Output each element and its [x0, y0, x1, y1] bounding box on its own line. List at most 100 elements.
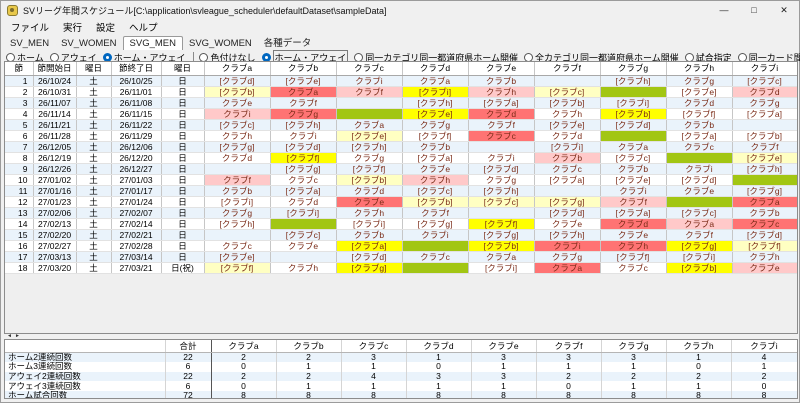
- schedule-cell-クラブa[interactable]: [クラブc]: [204, 119, 271, 131]
- schedule-cell-クラブi[interactable]: クラブe: [732, 262, 797, 274]
- schedule-cell-クラブb[interactable]: [クラブa]: [270, 185, 337, 197]
- schedule-cell-クラブb[interactable]: クラブd: [270, 196, 337, 208]
- schedule-cell-クラブg[interactable]: クラブd: [600, 218, 667, 230]
- schedule-cell-クラブb[interactable]: クラブc: [270, 174, 337, 186]
- menu-item-0[interactable]: ファイル: [11, 23, 50, 34]
- schedule-cell-クラブe[interactable]: [クラブf]: [468, 218, 535, 230]
- schedule-cell-クラブg[interactable]: クラブi: [600, 185, 667, 197]
- tab-svg_women[interactable]: SVG_WOMEN: [188, 38, 252, 49]
- schedule-cell-クラブe[interactable]: [クラブc]: [468, 196, 535, 208]
- schedule-cell-クラブa[interactable]: [クラブe]: [204, 251, 271, 263]
- schedule-cell-クラブg[interactable]: [600, 86, 667, 98]
- schedule-cell-クラブe[interactable]: [468, 141, 535, 153]
- schedule-cell-クラブf[interactable]: [クラブa]: [534, 174, 601, 186]
- menu-item-3[interactable]: ヘルプ: [129, 23, 158, 34]
- schedule-cell-クラブc[interactable]: [336, 108, 403, 120]
- schedule-cell-クラブh[interactable]: クラブi: [666, 163, 733, 175]
- schedule-cell-クラブa[interactable]: [204, 163, 271, 175]
- schedule-cell-クラブe[interactable]: クラブh: [468, 86, 535, 98]
- schedule-cell-クラブh[interactable]: [クラブe]: [666, 86, 733, 98]
- schedule-cell-クラブc[interactable]: クラブa: [336, 119, 403, 131]
- schedule-cell-クラブc[interactable]: クラブd: [336, 185, 403, 197]
- schedule-cell-クラブh[interactable]: クラブb: [666, 119, 733, 131]
- schedule-cell-クラブg[interactable]: クラブe: [600, 229, 667, 241]
- schedule-cell-クラブh[interactable]: クラブa: [666, 218, 733, 230]
- schedule-cell-クラブc[interactable]: [クラブi]: [336, 218, 403, 230]
- schedule-cell-クラブf[interactable]: クラブa: [534, 262, 601, 274]
- schedule-cell-クラブa[interactable]: [204, 229, 271, 241]
- schedule-cell-クラブg[interactable]: [600, 130, 667, 142]
- schedule-cell-クラブf[interactable]: クラブc: [534, 163, 601, 175]
- schedule-cell-クラブi[interactable]: [クラブc]: [732, 75, 797, 87]
- schedule-cell-クラブh[interactable]: [クラブb]: [666, 262, 733, 274]
- schedule-cell-クラブg[interactable]: [クラブh]: [600, 75, 667, 87]
- schedule-cell-クラブd[interactable]: [クラブh]: [402, 97, 469, 109]
- schedule-cell-クラブf[interactable]: クラブg: [534, 251, 601, 263]
- schedule-cell-クラブg[interactable]: [クラブe]: [600, 174, 667, 186]
- schedule-cell-クラブf[interactable]: [クラブb]: [534, 97, 601, 109]
- schedule-cell-クラブi[interactable]: [クラブd]: [732, 229, 797, 241]
- schedule-cell-クラブc[interactable]: クラブg: [336, 152, 403, 164]
- schedule-cell-クラブb[interactable]: [クラブe]: [270, 75, 337, 87]
- schedule-cell-クラブh[interactable]: [クラブc]: [666, 207, 733, 219]
- schedule-cell-クラブg[interactable]: [クラブc]: [600, 152, 667, 164]
- tab-svg_men[interactable]: SVG_MEN: [122, 36, 183, 50]
- menu-item-2[interactable]: 設定: [96, 23, 116, 34]
- schedule-cell-クラブb[interactable]: クラブe: [270, 240, 337, 252]
- schedule-cell-クラブe[interactable]: クラブi: [468, 152, 535, 164]
- schedule-cell-クラブd[interactable]: クラブa: [402, 75, 469, 87]
- scroll-left-icon[interactable]: ◄: [7, 333, 12, 339]
- schedule-cell-クラブi[interactable]: [732, 174, 797, 186]
- minimize-button[interactable]: —: [719, 5, 729, 15]
- schedule-cell-クラブg[interactable]: クラブb: [600, 163, 667, 175]
- schedule-cell-クラブb[interactable]: [クラブi]: [270, 207, 337, 219]
- schedule-cell-クラブi[interactable]: [クラブb]: [732, 130, 797, 142]
- schedule-cell-クラブh[interactable]: [クラブi]: [666, 251, 733, 263]
- schedule-cell-クラブg[interactable]: [クラブa]: [600, 207, 667, 219]
- schedule-cell-クラブb[interactable]: クラブf: [270, 97, 337, 109]
- schedule-cell-クラブb[interactable]: クラブa: [270, 86, 337, 98]
- schedule-cell-クラブa[interactable]: クラブd: [204, 152, 271, 164]
- schedule-cell-クラブa[interactable]: クラブc: [204, 240, 271, 252]
- schedule-cell-クラブa[interactable]: クラブg: [204, 207, 271, 219]
- schedule-cell-クラブc[interactable]: [クラブb]: [336, 174, 403, 186]
- schedule-cell-クラブf[interactable]: [クラブg]: [534, 196, 601, 208]
- schedule-cell-クラブi[interactable]: [732, 119, 797, 131]
- schedule-cell-クラブh[interactable]: クラブe: [666, 185, 733, 197]
- schedule-cell-クラブf[interactable]: [クラブd]: [534, 207, 601, 219]
- schedule-cell-クラブc[interactable]: [クラブd]: [336, 251, 403, 263]
- tab-sv_men[interactable]: SV_MEN: [10, 38, 50, 49]
- schedule-cell-クラブg[interactable]: クラブh: [600, 240, 667, 252]
- schedule-cell-クラブc[interactable]: [336, 97, 403, 109]
- schedule-cell-クラブe[interactable]: クラブc: [468, 130, 535, 142]
- schedule-cell-クラブe[interactable]: クラブa: [468, 251, 535, 263]
- schedule-cell-クラブi[interactable]: [クラブg]: [732, 185, 797, 197]
- schedule-cell-クラブc[interactable]: [クラブg]: [336, 262, 403, 274]
- schedule-cell-クラブa[interactable]: [クラブf]: [204, 262, 271, 274]
- schedule-cell-クラブc[interactable]: [クラブa]: [336, 240, 403, 252]
- view-radio-circle-2[interactable]: [102, 52, 112, 62]
- schedule-cell-クラブe[interactable]: クラブf: [468, 119, 535, 131]
- schedule-cell-クラブi[interactable]: クラブb: [732, 207, 797, 219]
- schedule-cell-クラブe[interactable]: [クラブg]: [468, 229, 535, 241]
- schedule-cell-クラブh[interactable]: クラブd: [666, 97, 733, 109]
- schedule-cell-クラブg[interactable]: [クラブf]: [600, 251, 667, 263]
- schedule-cell-クラブd[interactable]: [クラブf]: [402, 130, 469, 142]
- schedule-cell-クラブd[interactable]: [クラブg]: [402, 218, 469, 230]
- schedule-cell-クラブc[interactable]: クラブh: [336, 207, 403, 219]
- schedule-cell-クラブd[interactable]: クラブc: [402, 251, 469, 263]
- schedule-cell-クラブd[interactable]: クラブi: [402, 229, 469, 241]
- schedule-cell-クラブh[interactable]: [クラブg]: [666, 240, 733, 252]
- schedule-cell-クラブd[interactable]: クラブe: [402, 163, 469, 175]
- schedule-cell-クラブd[interactable]: [クラブc]: [402, 185, 469, 197]
- schedule-cell-クラブf[interactable]: [クラブi]: [534, 141, 601, 153]
- schedule-cell-クラブf[interactable]: クラブh: [534, 108, 601, 120]
- schedule-cell-クラブa[interactable]: クラブf: [204, 174, 271, 186]
- view-radio-2[interactable]: ホーム・アウェイ: [102, 51, 185, 64]
- schedule-cell-クラブe[interactable]: [クラブa]: [468, 97, 535, 109]
- schedule-cell-クラブi[interactable]: クラブa: [732, 196, 797, 208]
- schedule-cell-クラブi[interactable]: [クラブe]: [732, 152, 797, 164]
- schedule-cell-クラブe[interactable]: [クラブd]: [468, 163, 535, 175]
- tab-sv_women[interactable]: SV_WOMEN: [61, 38, 117, 49]
- schedule-cell-クラブd[interactable]: [クラブb]: [402, 196, 469, 208]
